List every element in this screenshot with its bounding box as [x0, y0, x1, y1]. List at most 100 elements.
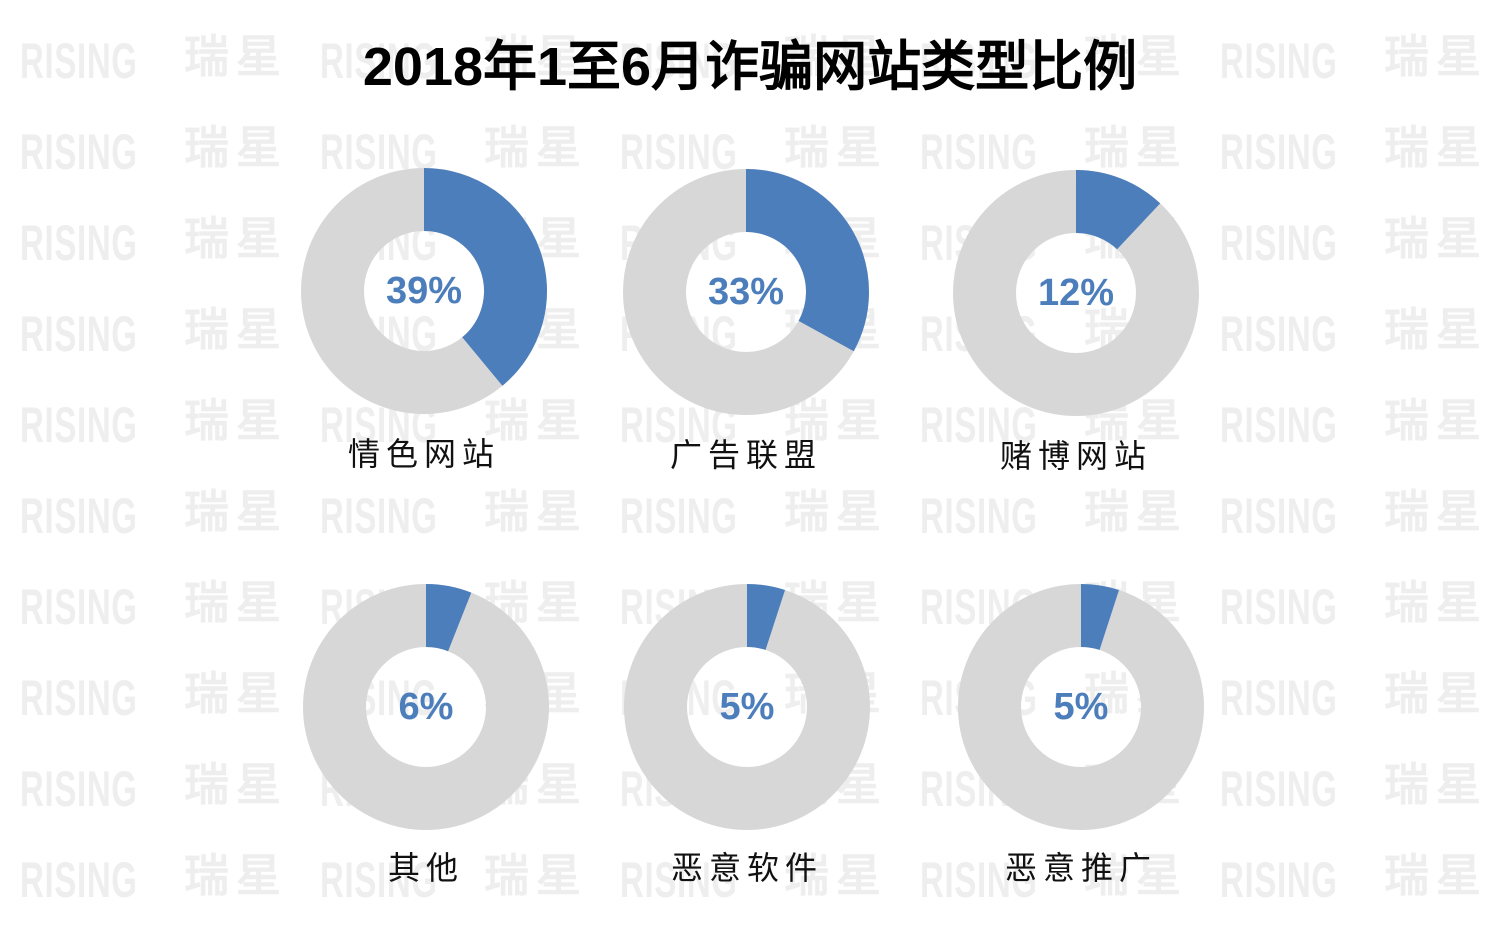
- rising-cjk-logo: 瑞星: [784, 122, 889, 173]
- rising-logo-watermark: RISING 瑞星: [20, 577, 289, 632]
- rising-cjk-logo: 瑞星: [184, 759, 289, 810]
- rising-logo-watermark: RISING 瑞星: [620, 850, 889, 905]
- rising-cjk-logo: 瑞星: [1384, 577, 1489, 628]
- rising-cjk-logo: 瑞星: [184, 486, 289, 537]
- rising-logo-watermark: RISING 瑞星: [1220, 304, 1489, 359]
- rising-logo-watermark: RISING 瑞星: [1220, 852, 1488, 908]
- rising-cjk-logo: 瑞星: [1384, 395, 1489, 446]
- rising-logo-watermark: RISING 瑞星: [1220, 668, 1489, 726]
- rising-logo-watermark: RISING 瑞星: [620, 31, 889, 86]
- donut-gambling-websites: 12% 赌博网站: [946, 168, 1206, 475]
- rising-logo-watermark: RISING 瑞星: [1220, 486, 1489, 544]
- donut-svg: [301, 168, 547, 414]
- rising-cjk-logo: 瑞星: [184, 304, 289, 355]
- rising-cjk-logo: 瑞星: [1084, 31, 1189, 82]
- rising-cjk-logo: 瑞星: [784, 850, 889, 901]
- rising-latin-logo: RISING: [20, 761, 138, 817]
- rising-cjk-logo: 瑞星: [184, 122, 289, 173]
- donut-svg: [958, 584, 1204, 830]
- rising-cjk-logo: 瑞星: [1384, 668, 1489, 719]
- donut-ring: 6%: [301, 582, 551, 832]
- donut-ring: 39%: [299, 166, 549, 416]
- rising-logo-watermark: RISING 瑞星: [20, 31, 289, 86]
- rising-cjk-logo: 瑞星: [1084, 122, 1189, 173]
- donut-svg: [303, 584, 549, 830]
- rising-latin-logo: RISING: [1220, 670, 1338, 726]
- rising-cjk-logo: 瑞星: [1084, 850, 1189, 901]
- rising-cjk-logo: 瑞星: [1384, 304, 1489, 355]
- rising-logo-watermark: RISING 瑞星: [620, 122, 889, 177]
- rising-cjk-logo: 瑞星: [484, 122, 589, 173]
- donut-svg: [624, 584, 870, 830]
- rising-latin-logo: RISING: [620, 488, 738, 544]
- rising-logo-watermark: RISING 瑞星: [20, 213, 289, 271]
- rising-logo-watermark: RISING 瑞星: [1220, 122, 1489, 180]
- rising-latin-logo: RISING: [320, 488, 438, 544]
- rising-cjk-logo: 瑞星: [484, 31, 589, 82]
- rising-cjk-logo: 瑞星: [1384, 31, 1489, 82]
- rising-logo-watermark: RISING 瑞星: [1220, 395, 1489, 453]
- rising-cjk-logo: 瑞星: [1384, 122, 1489, 173]
- rising-latin-logo: RISING: [1220, 124, 1338, 180]
- rising-latin-logo: RISING: [1220, 761, 1338, 817]
- donut-category-label: 恶意推广: [1004, 850, 1157, 886]
- donut-category-label: 其他: [387, 850, 464, 886]
- rising-cjk-logo: 瑞星: [784, 31, 889, 82]
- rising-logo-watermark: RISING 瑞星: [320, 850, 589, 905]
- rising-latin-logo: RISING: [20, 306, 138, 362]
- rising-cjk-logo: 瑞星: [484, 850, 589, 901]
- rising-cjk-logo: 瑞星: [784, 486, 889, 537]
- donut-ring: 12%: [951, 168, 1201, 418]
- donut-category-label: 情色网站: [347, 436, 500, 472]
- rising-cjk-logo: 瑞星: [184, 668, 289, 719]
- donut-ring: 33%: [621, 167, 871, 417]
- rising-latin-logo: RISING: [20, 124, 138, 180]
- donut-other: 6% 其他: [296, 582, 556, 887]
- rising-latin-logo: RISING: [1220, 215, 1338, 271]
- rising-logo-watermark: RISING 瑞星: [20, 850, 289, 905]
- rising-latin-logo: RISING: [1220, 488, 1338, 544]
- rising-cjk-logo: 瑞星: [784, 395, 889, 446]
- donut-malicious-promotion: 5% 恶意推广: [951, 582, 1211, 887]
- rising-cjk-logo: 瑞星: [484, 395, 589, 446]
- rising-latin-logo: RISING: [20, 215, 138, 271]
- rising-latin-logo: RISING: [920, 488, 1038, 544]
- donut-porn-websites: 39% 情色网站: [294, 166, 554, 473]
- rising-cjk-logo: 瑞星: [1384, 213, 1489, 264]
- rising-latin-logo: RISING: [1220, 397, 1338, 453]
- chart-title: 2018年1至6月诈骗网站类型比例: [362, 37, 1138, 97]
- rising-logo-watermark: RISING 瑞星: [620, 395, 889, 450]
- rising-logo-watermark: RISING 瑞星: [1220, 31, 1489, 86]
- rising-latin-logo: RISING: [20, 488, 138, 544]
- rising-logo-watermark: RISING 瑞星: [1220, 577, 1489, 632]
- rising-cjk-logo: 瑞星: [1084, 486, 1189, 537]
- rising-logo-watermark: RISING 瑞星: [20, 122, 289, 180]
- rising-logo-watermark: RISING 瑞星: [920, 31, 1189, 86]
- rising-logo-watermark: RISING 瑞星: [320, 31, 589, 86]
- rising-logo-watermark: RISING 瑞星: [920, 122, 1189, 177]
- donut-svg: [623, 169, 869, 415]
- rising-cjk-logo: 瑞星: [184, 213, 289, 264]
- rising-logo-watermark: RISING 瑞星: [20, 395, 289, 453]
- rising-cjk-logo: 瑞星: [1384, 759, 1489, 810]
- rising-logo-watermark: RISING 瑞星: [1220, 759, 1489, 817]
- rising-logo-watermark: RISING 瑞星: [920, 486, 1189, 544]
- rising-cjk-logo: 瑞星: [184, 850, 289, 901]
- donut-category-label: 恶意软件: [670, 850, 823, 886]
- rising-logo-watermark: RISING 瑞星: [1220, 213, 1489, 271]
- rising-latin-logo: RISING: [20, 670, 138, 726]
- rising-cjk-logo: 瑞星: [184, 395, 289, 446]
- donut-ring: 5%: [622, 582, 872, 832]
- rising-cjk-logo: 瑞星: [1384, 486, 1489, 537]
- rising-logo-watermark: RISING 瑞星: [20, 486, 289, 544]
- rising-cjk-logo: 瑞星: [184, 31, 289, 82]
- donut-ad-alliance: 33% 广告联盟: [616, 167, 876, 474]
- donut-ring: 5%: [956, 582, 1206, 832]
- donut-malware: 5% 恶意软件: [617, 582, 877, 887]
- rising-cjk-logo: 瑞星: [184, 577, 289, 628]
- rising-latin-logo: RISING: [1220, 852, 1338, 908]
- rising-logo-watermark: RISING 瑞星: [320, 486, 589, 544]
- rising-latin-logo: RISING: [20, 397, 138, 453]
- rising-cjk-logo: 瑞星: [484, 486, 589, 537]
